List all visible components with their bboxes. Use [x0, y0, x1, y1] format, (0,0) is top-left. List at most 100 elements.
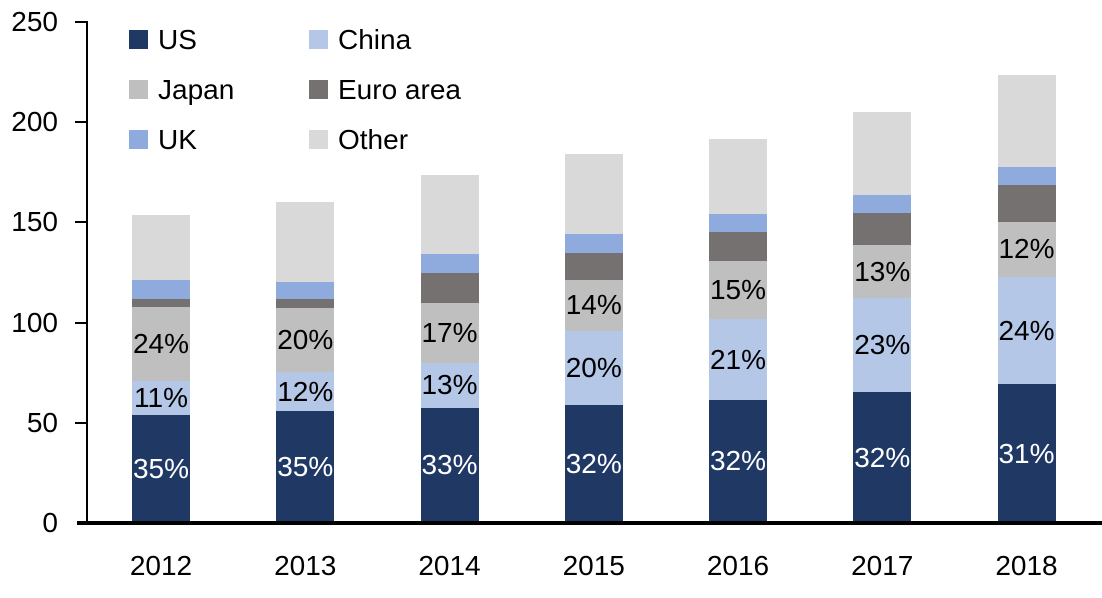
bar-2012-segment-uk — [132, 280, 190, 300]
bar-2016-label-japan: 15% — [709, 274, 767, 306]
bar-2017-label-china: 23% — [854, 329, 911, 361]
bar-2013-label-us: 35% — [277, 450, 334, 482]
bar-2017-segment-japan — [853, 245, 912, 299]
bar-2015-segment-uk — [564, 234, 623, 254]
bar-2014-segment-euro-area — [420, 273, 479, 304]
bar-2016-segment-other — [709, 139, 767, 215]
legend-label-japan: Japan — [158, 74, 235, 105]
y-axis-tick — [75, 121, 86, 124]
bar-2013-label-china: 12% — [277, 375, 334, 407]
bar-2017-segment-euro-area — [853, 212, 912, 246]
bar-2018-segment-japan — [997, 221, 1056, 277]
legend-label-euro-area: Euro area — [338, 74, 461, 105]
legend-item-china: China — [309, 26, 489, 54]
y-axis-tick-label: 250 — [11, 6, 58, 37]
legend-item-euro-area: Euro area — [309, 76, 489, 104]
y-axis-tick-label: 0 — [42, 507, 58, 538]
bar-2014-segment-uk — [420, 254, 479, 274]
bar-2018-label-us: 31% — [998, 437, 1055, 469]
bar-2015-segment-china — [564, 331, 623, 405]
x-axis-label-2017: 2017 — [851, 550, 914, 581]
x-axis-label-2018: 2018 — [995, 550, 1058, 581]
y-axis-tick-label: 200 — [11, 106, 58, 138]
bar-2015-segment-other — [564, 154, 623, 235]
legend-item-japan: Japan — [129, 76, 309, 104]
bar-2018-segment-china — [997, 276, 1056, 385]
legend-item-other: Other — [309, 126, 489, 154]
y-axis-tick — [75, 421, 86, 424]
x-axis-line — [77, 521, 1102, 525]
legend-swatch-us — [129, 30, 148, 49]
bar-2018-segment-us — [997, 384, 1056, 523]
bar-2013-segment-us — [276, 410, 335, 523]
bar-2016-segment-us — [709, 399, 767, 523]
x-axis-label-2013: 2013 — [274, 550, 337, 581]
bar-2015-label-japan: 14% — [565, 289, 622, 321]
bar-2014-label-japan: 17% — [421, 317, 478, 349]
bar-2012-segment-euro-area — [132, 299, 190, 308]
bar-2018-segment-uk — [997, 167, 1056, 186]
legend-label-us: US — [158, 24, 197, 55]
bar-2012-segment-other — [132, 214, 190, 281]
y-axis-tick-label: 150 — [11, 206, 58, 238]
bar-2013-segment-other — [276, 201, 335, 283]
y-axis-tick-label: 50 — [26, 406, 58, 438]
legend-swatch-other — [309, 130, 328, 149]
bar-2013-segment-china — [276, 372, 335, 411]
x-axis-label-2016: 2016 — [706, 550, 770, 581]
bar-2015-segment-euro-area — [564, 253, 623, 280]
legend-label-other: Other — [338, 124, 409, 155]
bar-2017-label-us: 32% — [854, 441, 911, 473]
bar-2014-segment-china — [420, 362, 479, 408]
bar-2012-label-china: 11% — [134, 382, 188, 414]
bar-2015-segment-japan — [564, 279, 623, 332]
bar-2017-segment-china — [853, 298, 912, 393]
bar-2018-segment-other — [997, 74, 1056, 168]
y-axis-tick — [75, 221, 86, 224]
legend-swatch-uk — [129, 130, 148, 149]
legend-swatch-japan — [129, 80, 148, 99]
legend-label-china: China — [338, 24, 412, 55]
bar-2013-segment-euro-area — [276, 299, 335, 309]
bar-2014-label-us: 33% — [421, 449, 478, 481]
bar-2017-segment-other — [853, 111, 912, 195]
bar-2013-segment-uk — [276, 282, 335, 300]
bar-2016-segment-china — [709, 319, 767, 400]
legend-item-us: US — [129, 26, 309, 54]
bar-2012-label-japan: 24% — [132, 328, 190, 360]
bar-2012-segment-china — [132, 381, 190, 416]
bar-2012-label-us: 35% — [132, 453, 190, 485]
bar-2014-segment-japan — [420, 303, 479, 363]
x-axis-label-2012: 2012 — [129, 550, 193, 581]
y-axis-tick — [75, 21, 86, 23]
x-axis-label-2015: 2015 — [562, 550, 625, 581]
bar-2012-segment-us — [132, 415, 190, 523]
bar-2013-segment-japan — [276, 308, 335, 373]
bar-2015-segment-us — [564, 404, 623, 523]
bar-2018-label-china: 24% — [998, 314, 1055, 346]
bar-2018-label-japan: 12% — [998, 233, 1055, 265]
bar-2015-label-china: 20% — [565, 352, 622, 384]
bar-2016-segment-uk — [709, 214, 767, 233]
legend-label-uk: UK — [158, 124, 197, 155]
legend-swatch-euro-area — [309, 80, 328, 99]
bar-2012-segment-japan — [132, 307, 190, 382]
bar-2016-segment-euro-area — [709, 232, 767, 262]
bar-2018-segment-euro-area — [997, 185, 1056, 222]
bar-2014-segment-us — [420, 407, 479, 523]
x-axis-label-2014: 2014 — [418, 550, 481, 581]
legend-swatch-china — [309, 30, 328, 49]
bar-2017-label-japan: 13% — [854, 255, 911, 287]
y-axis-tick-label: 100 — [11, 306, 58, 338]
bar-2016-segment-japan — [709, 261, 767, 320]
bar-2016-label-china: 21% — [709, 343, 767, 375]
bar-2014-segment-other — [420, 174, 479, 255]
bar-2017-segment-us — [853, 392, 912, 523]
bar-2013-label-japan: 20% — [277, 324, 334, 356]
bar-2014-label-china: 13% — [421, 369, 478, 401]
bar-2016-label-us: 32% — [709, 445, 767, 477]
bar-2015-label-us: 32% — [565, 447, 622, 479]
y-axis-tick — [75, 321, 86, 324]
y-axis-line — [86, 21, 88, 523]
